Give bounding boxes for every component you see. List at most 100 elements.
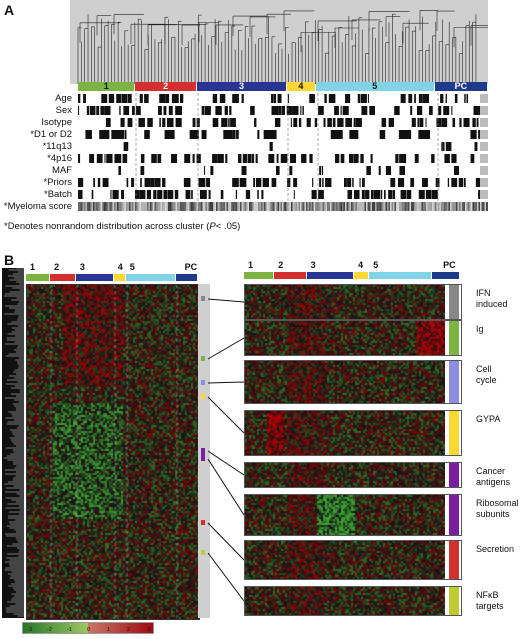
score-mark [360, 202, 362, 211]
scale-step [113, 623, 115, 633]
score-mark [307, 202, 309, 211]
track-mark [268, 154, 275, 163]
score-mark [397, 202, 399, 211]
track-mark [290, 118, 292, 127]
score-mark [400, 202, 402, 211]
track-mark [293, 190, 295, 199]
track-mark [280, 154, 288, 163]
track-mark [78, 94, 81, 103]
track-mark [140, 166, 145, 175]
row-label-11q13: *11q13 [42, 141, 72, 152]
cluster-segment-2 [274, 272, 306, 279]
cluster-segment-4 [113, 274, 125, 281]
scale-step [111, 623, 113, 633]
score-mark [399, 202, 401, 211]
score-mark [469, 202, 471, 211]
track-mark [162, 118, 166, 127]
score-mark [430, 202, 432, 211]
score-mark [220, 202, 222, 211]
scale-step [107, 623, 109, 633]
score-mark [225, 202, 227, 211]
score-mark [438, 202, 440, 211]
zoom-module-color [449, 411, 459, 455]
scale-step [114, 623, 116, 633]
track-mark [398, 130, 412, 139]
scale-step [78, 623, 80, 633]
scale-step [137, 623, 139, 633]
track-mark [131, 106, 135, 115]
score-mark [327, 202, 329, 211]
scale-step [42, 623, 44, 633]
track-mark [281, 106, 285, 115]
score-mark [252, 202, 254, 211]
scale-step [29, 623, 31, 633]
module-marker-8 [201, 550, 205, 555]
track-mark [215, 106, 222, 115]
score-mark [121, 202, 123, 211]
track-mark [435, 178, 440, 187]
score-mark [432, 202, 434, 211]
track-mark [314, 118, 318, 127]
track-mark [357, 94, 361, 103]
scale-step [86, 623, 88, 633]
track-mark [286, 106, 293, 115]
scale-step [93, 623, 95, 633]
score-mark [445, 202, 447, 211]
track-mark [422, 178, 428, 187]
track-mark [110, 190, 112, 199]
track-mark [262, 178, 269, 187]
track-mark [345, 118, 352, 127]
track-mark [78, 106, 80, 115]
track-mark [192, 154, 195, 163]
scale-step [94, 623, 96, 633]
track-mark [429, 106, 433, 115]
dendrogram-panel [70, 0, 488, 84]
score-mark [127, 202, 129, 211]
score-mark [282, 202, 284, 211]
scale-step [41, 623, 43, 633]
score-mark [333, 202, 335, 211]
scale-step [97, 623, 99, 633]
score-mark [168, 202, 170, 211]
zoom-heatmap-canvas [245, 495, 445, 535]
track-mark [352, 178, 354, 187]
track-mark [478, 130, 481, 139]
cluster-segment-5 [369, 272, 431, 279]
annotation-tracks [78, 93, 488, 213]
score-mark [126, 202, 128, 211]
scale-step [65, 623, 67, 633]
score-mark [348, 202, 350, 211]
score-mark [258, 202, 260, 211]
track-mark [165, 94, 170, 103]
track-mark [139, 94, 143, 103]
track-mark [343, 178, 347, 187]
scale-step [149, 623, 151, 633]
module-marker-1 [201, 296, 205, 301]
score-mark [90, 202, 92, 211]
score-mark [183, 202, 185, 211]
module-label-line2: induced [476, 299, 508, 309]
zoom-heatmap-3 [244, 360, 462, 404]
scale-step [44, 623, 46, 633]
track-mark [159, 118, 161, 127]
score-mark [324, 202, 326, 211]
track-mark [163, 106, 167, 115]
scale-step [58, 623, 60, 633]
score-mark [453, 202, 455, 211]
score-mark [424, 202, 426, 211]
track-mark [353, 190, 360, 199]
score-mark [175, 202, 177, 211]
track-mark [360, 94, 367, 103]
score-mark [336, 202, 338, 211]
scale-step [55, 623, 57, 633]
color-scale-svg: -3 -2 -1 0 1 2 3 [23, 623, 153, 633]
track-mark [78, 190, 83, 199]
score-mark [165, 202, 167, 211]
panel-a-letter: A [4, 2, 15, 18]
score-mark [471, 202, 473, 211]
score-mark [204, 202, 206, 211]
track-mark [212, 94, 218, 103]
score-mark [346, 202, 348, 211]
score-mark [354, 202, 356, 211]
score-mark [147, 202, 149, 211]
